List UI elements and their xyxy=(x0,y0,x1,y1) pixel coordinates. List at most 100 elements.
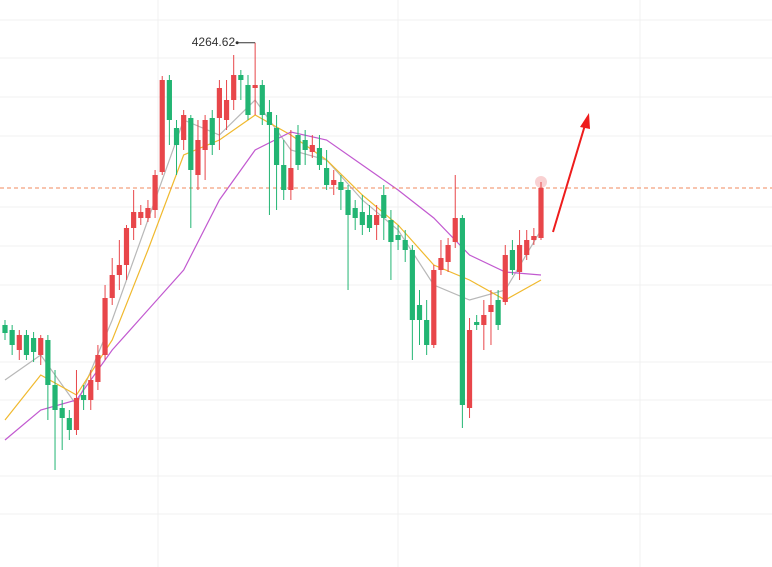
candle xyxy=(131,190,137,240)
candle xyxy=(488,290,494,345)
candle-body xyxy=(238,75,244,80)
candle-body xyxy=(459,218,465,405)
candle-body xyxy=(445,245,451,262)
candle-body xyxy=(424,320,430,345)
candle-body xyxy=(295,135,301,165)
candle-body xyxy=(195,140,201,175)
candle xyxy=(123,225,130,280)
candle-body xyxy=(316,148,323,165)
candle xyxy=(524,230,530,260)
candle-body xyxy=(359,212,365,225)
candle xyxy=(359,195,365,235)
candle xyxy=(481,300,487,350)
candle-body xyxy=(38,338,44,355)
candle xyxy=(145,200,151,222)
candle xyxy=(181,110,187,150)
candle xyxy=(531,228,537,245)
last-candle-glow xyxy=(535,176,547,188)
candle-body xyxy=(2,325,8,333)
candle xyxy=(259,80,265,125)
candle xyxy=(516,230,523,280)
candle xyxy=(309,135,315,158)
candle-body xyxy=(223,100,230,120)
candle xyxy=(52,370,58,470)
candle-body xyxy=(281,165,287,190)
candle-body xyxy=(23,335,30,355)
candle xyxy=(288,130,294,200)
candle-body xyxy=(481,315,487,325)
candle xyxy=(366,205,373,232)
candle xyxy=(374,205,380,240)
candle-body xyxy=(438,258,444,270)
candle-body xyxy=(466,330,473,408)
candle-body xyxy=(95,355,101,382)
candle-body xyxy=(538,188,544,238)
candle xyxy=(295,125,301,170)
candle-body xyxy=(73,398,80,430)
candle xyxy=(95,345,101,390)
candle-body xyxy=(9,330,15,345)
candle-body xyxy=(52,385,58,410)
candle-body xyxy=(288,168,294,190)
candle-body xyxy=(123,228,130,265)
candle xyxy=(538,182,544,240)
candle-body xyxy=(516,245,523,272)
candle-body xyxy=(388,220,394,242)
candle xyxy=(245,75,251,120)
candle xyxy=(452,175,458,248)
candle xyxy=(152,170,158,218)
candle xyxy=(273,115,280,210)
candle-body xyxy=(152,175,158,210)
candle xyxy=(209,110,215,155)
candle xyxy=(459,215,465,428)
candle-body xyxy=(302,140,308,150)
candle-body xyxy=(245,85,251,115)
candle-body xyxy=(109,275,115,298)
candle-body xyxy=(181,115,187,140)
candle-body xyxy=(524,240,530,255)
arrow-shaft xyxy=(552,124,586,233)
candle-body xyxy=(502,255,508,302)
candle xyxy=(424,300,430,355)
candle xyxy=(338,175,344,210)
trend-arrow xyxy=(552,113,590,233)
candle-body xyxy=(509,250,516,270)
candle-body xyxy=(273,128,280,165)
candle-body xyxy=(309,145,315,152)
candle xyxy=(445,238,451,272)
candle xyxy=(331,170,337,195)
candle xyxy=(188,115,194,228)
candle-body xyxy=(30,338,37,352)
candle xyxy=(402,230,408,262)
candle xyxy=(266,100,273,215)
candle-body xyxy=(266,112,273,125)
candle xyxy=(238,70,244,100)
candle-body xyxy=(431,270,437,345)
candle-body xyxy=(338,182,344,190)
candle-body xyxy=(259,85,265,115)
candle xyxy=(223,80,230,130)
candle xyxy=(109,258,115,305)
candle-body xyxy=(252,85,258,88)
candle-body xyxy=(102,298,108,355)
candle xyxy=(202,115,208,180)
candle-body xyxy=(395,235,401,240)
candle xyxy=(281,140,287,200)
candle-body xyxy=(45,340,51,385)
candle xyxy=(138,205,144,225)
candle-body xyxy=(159,80,165,172)
candle xyxy=(466,318,473,418)
candle-body xyxy=(324,168,330,185)
candle-body xyxy=(88,380,94,400)
candle-body xyxy=(474,322,480,325)
candle-body xyxy=(188,118,194,170)
candle-body xyxy=(173,128,180,145)
candle xyxy=(502,245,508,305)
candle xyxy=(159,76,165,175)
candle xyxy=(302,130,308,165)
candle-body xyxy=(131,212,137,228)
candle-body xyxy=(138,212,144,218)
high-pointer-dot xyxy=(235,41,239,45)
candle xyxy=(381,185,387,240)
candle xyxy=(316,135,323,170)
